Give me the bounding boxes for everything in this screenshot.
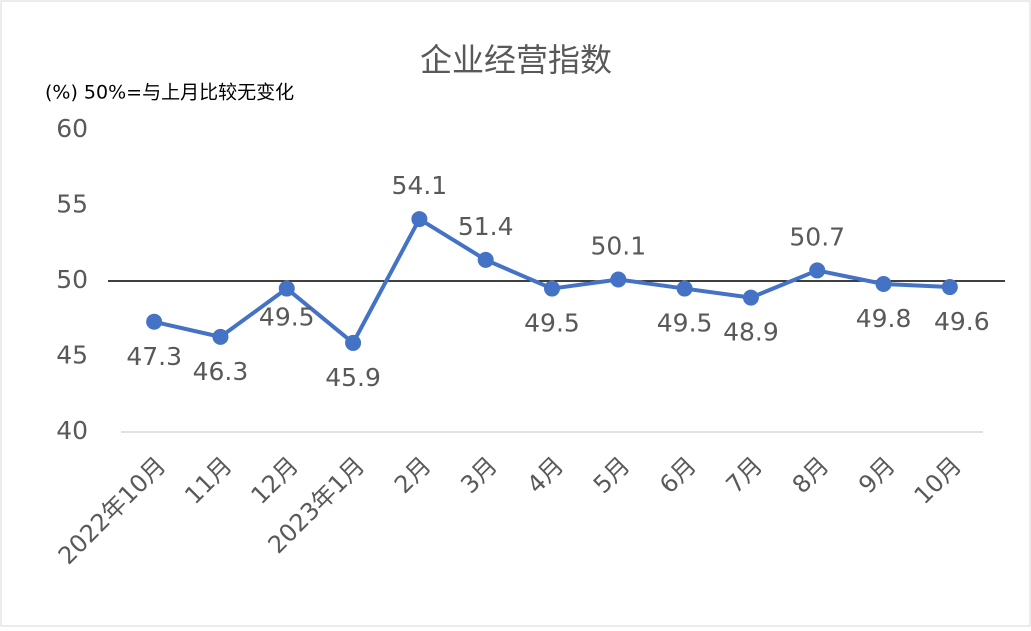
y-tick-label: 40	[56, 416, 88, 445]
data-label: 48.9	[723, 318, 779, 347]
y-tick-label: 60	[56, 114, 88, 143]
point	[742, 289, 759, 306]
point	[477, 251, 494, 268]
point	[411, 211, 428, 228]
point	[941, 279, 958, 296]
data-label: 50.1	[590, 231, 646, 260]
point	[345, 334, 362, 351]
data-label: 49.5	[259, 303, 315, 332]
point	[278, 280, 295, 297]
point	[676, 280, 693, 297]
data-label: 47.3	[126, 342, 182, 371]
point	[212, 328, 229, 345]
data-label: 49.5	[657, 309, 713, 338]
data-label: 51.4	[458, 212, 514, 241]
data-label: 46.3	[193, 357, 249, 386]
data-label: 45.9	[325, 363, 381, 392]
point	[610, 271, 627, 288]
data-label: 50.7	[789, 222, 845, 251]
chart-title: 企业经营指数	[420, 41, 612, 79]
point	[544, 280, 560, 297]
data-label: 49.6	[934, 307, 990, 336]
data-label: 49.5	[524, 309, 580, 338]
point	[875, 276, 892, 293]
y-tick-label: 50	[56, 265, 88, 294]
point	[809, 262, 826, 279]
data-label: 49.8	[856, 304, 912, 333]
y-tick-label: 55	[56, 190, 88, 219]
data-label: 54.1	[392, 171, 448, 200]
point	[146, 313, 163, 330]
y-tick-label: 45	[56, 341, 88, 370]
chart-subtitle: (%) 50%=与上月比较无变化	[45, 82, 294, 104]
